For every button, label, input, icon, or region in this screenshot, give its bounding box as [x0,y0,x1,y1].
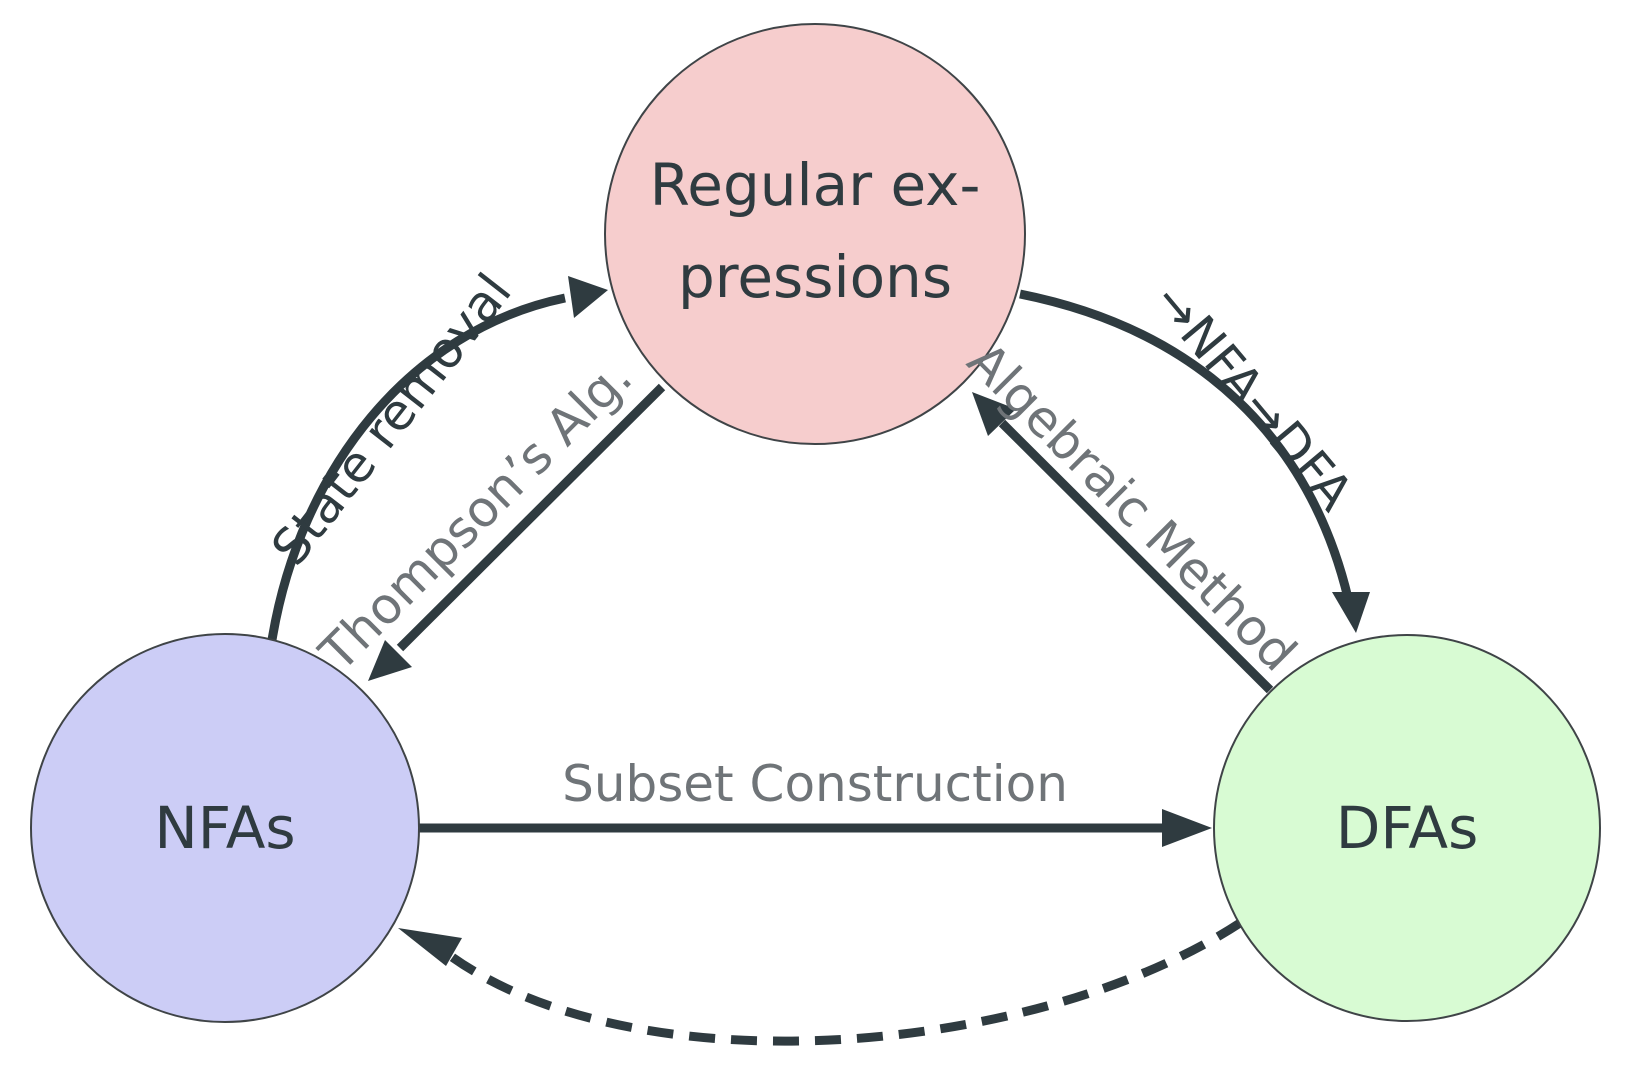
dfa-to-nfa-dashed-arrow [437,919,1243,1046]
node-regular-expressions: Regular ex- pressions [604,23,1026,445]
subset-construction-arrowhead [1162,809,1212,847]
node-dfas: DFAs [1213,634,1601,1022]
edge-dfa-to-nfa-dashed [398,919,1243,1046]
edge-subset-construction [418,809,1212,847]
dfa-label: DFAs [1336,794,1479,862]
node-nfas: NFAs [30,633,420,1023]
subset-construction-label: Subset Construction [562,755,1068,813]
thompson-arrowhead [368,640,412,681]
state-removal-arrowhead [568,276,608,318]
edge-algebraic [972,392,1274,694]
regex-label-line1: Regular ex- [650,151,981,219]
algebraic-arrowhead [972,392,1016,436]
nfa-label: NFAs [154,794,295,862]
state-removal-arrow [267,293,566,641]
thompson-label: Thompson’s Alg. [308,348,643,683]
regex-label-line2: pressions [678,243,952,311]
regex-circle [604,23,1026,445]
edge-regex-to-dfa [1019,289,1370,633]
dfa-to-nfa-arrowhead [398,928,462,966]
dfa-circle [1213,634,1601,1022]
thompson-arrow [396,383,666,652]
regex-to-dfa-label: →NFA→DFA [1142,273,1364,522]
edge-thompson [368,383,666,681]
regex-to-dfa-arrow [1019,289,1353,600]
edge-state-removal [267,276,608,641]
nfa-circle [30,633,420,1023]
algebraic-arrow [998,419,1274,694]
regex-to-dfa-arrowhead [1332,592,1370,633]
